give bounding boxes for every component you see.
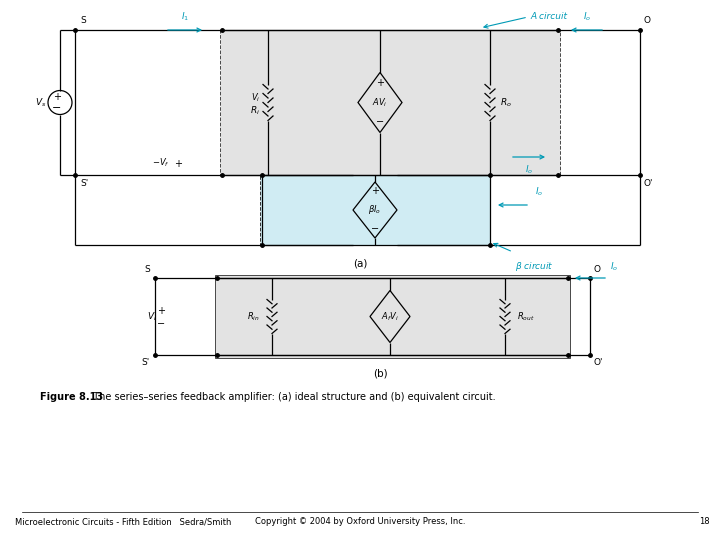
Bar (220, 30, 560, 175)
Text: +: + (174, 159, 182, 169)
Text: A circuit: A circuit (530, 12, 567, 21)
Text: S: S (80, 16, 86, 25)
Text: The series–series feedback amplifier: (a) ideal structure and (b) equivalent cir: The series–series feedback amplifier: (a… (87, 392, 495, 402)
Text: $\beta I_o$: $\beta I_o$ (369, 204, 382, 217)
Bar (215, 275, 570, 358)
Text: $A_fV_i$: $A_fV_i$ (381, 310, 399, 323)
Text: +: + (371, 186, 379, 196)
Text: +: + (53, 92, 61, 103)
Text: S': S' (142, 358, 150, 367)
Text: $I_1$: $I_1$ (181, 10, 189, 23)
Text: Microelectronic Circuits - Fifth Edition   Sedra/Smith: Microelectronic Circuits - Fifth Edition… (15, 517, 231, 526)
Text: $V_i$: $V_i$ (251, 91, 260, 104)
Text: $I_o$: $I_o$ (610, 260, 618, 273)
Text: $I_o$: $I_o$ (583, 10, 591, 23)
Text: $R_{in}$: $R_{in}$ (247, 310, 260, 323)
Text: Copyright © 2004 by Oxford University Press, Inc.: Copyright © 2004 by Oxford University Pr… (255, 517, 465, 526)
Text: $-V_f$: $-V_f$ (152, 157, 169, 169)
Text: O: O (593, 265, 600, 274)
Text: $V_i$: $V_i$ (147, 310, 157, 323)
Text: −: − (371, 224, 379, 234)
Text: +: + (157, 306, 165, 315)
Text: O': O' (643, 179, 652, 188)
Text: −: − (376, 117, 384, 126)
Text: S': S' (80, 179, 89, 188)
Text: $R_o$: $R_o$ (500, 96, 512, 109)
Text: O: O (643, 16, 650, 25)
Text: $I_o$: $I_o$ (535, 186, 544, 198)
Text: −: − (53, 103, 62, 112)
Text: $AV_i$: $AV_i$ (372, 96, 388, 109)
Text: $\beta$ circuit: $\beta$ circuit (515, 260, 554, 273)
Bar (260, 175, 490, 245)
Text: Figure 8.13: Figure 8.13 (40, 392, 103, 402)
Text: (a): (a) (353, 258, 367, 268)
Text: −: − (157, 320, 165, 329)
Text: $I_o$: $I_o$ (525, 163, 533, 176)
Text: +: + (376, 78, 384, 87)
Text: $R_i$: $R_i$ (250, 104, 260, 117)
Text: (b): (b) (373, 368, 387, 378)
Text: $R_{out}$: $R_{out}$ (517, 310, 535, 323)
Text: S: S (144, 265, 150, 274)
Text: 18: 18 (699, 517, 710, 526)
Text: O': O' (593, 358, 603, 367)
Text: $V_s$: $V_s$ (35, 96, 46, 109)
